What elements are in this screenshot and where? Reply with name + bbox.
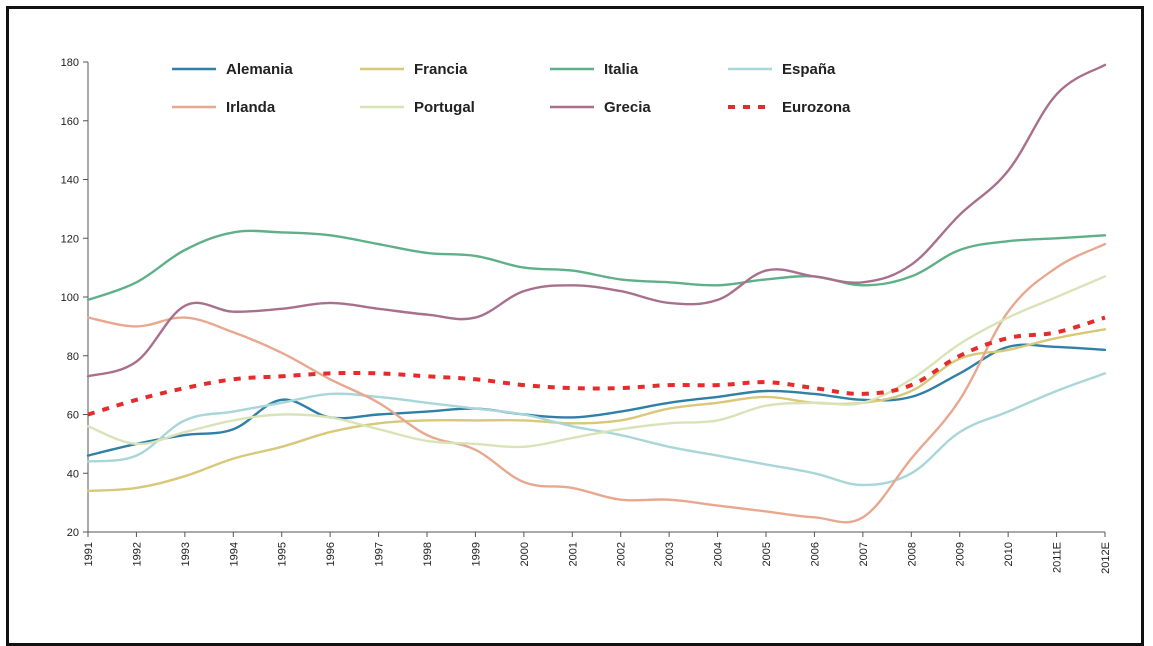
legend-label-portugal: Portugal — [414, 99, 475, 116]
series-lines — [86, 63, 1107, 524]
legend-label-irlanda: Irlanda — [226, 99, 276, 116]
y-tick-label: 180 — [61, 57, 79, 69]
series-line-italia — [86, 229, 1107, 302]
series-line-irlanda — [86, 242, 1107, 524]
chart-axes — [83, 61, 1106, 537]
series-line-portugal — [86, 275, 1107, 449]
y-tick-label: 160 — [61, 116, 79, 128]
x-tick-label: 2007 — [858, 542, 870, 566]
y-tick-label: 100 — [61, 292, 79, 304]
series-line-alemania — [86, 343, 1107, 457]
x-tick-label: 2002 — [616, 542, 628, 566]
chart-frame — [6, 6, 1144, 646]
y-tick-label: 120 — [61, 233, 79, 245]
x-tick-label: 2011E — [1052, 542, 1064, 573]
x-tick-label: 1991 — [83, 542, 95, 566]
series-line-españa — [86, 372, 1107, 487]
x-tick-label: 2009 — [955, 542, 967, 566]
line-chart: 20 40 60 80 100 120 140 160 180 1991 1992 1993 1994… — [61, 57, 1112, 574]
x-tick-label: 2012E — [1100, 542, 1112, 574]
series-line-francia — [86, 328, 1107, 493]
y-tick-label: 20 — [67, 527, 79, 539]
x-tick-label: 1995 — [277, 542, 289, 566]
legend-label-italia: Italia — [604, 61, 639, 78]
y-tick-label: 40 — [67, 468, 79, 480]
y-tick-label: 80 — [67, 351, 79, 363]
x-tick-label: 1998 — [422, 542, 434, 566]
x-tick-label: 2001 — [567, 542, 579, 566]
x-tick-label: 1997 — [374, 542, 386, 566]
x-tick-label: 2004 — [713, 542, 725, 566]
x-tick-label: 1992 — [131, 542, 143, 566]
legend-label-grecia: Grecia — [604, 99, 651, 116]
x-tick-label: 2005 — [761, 542, 773, 566]
y-tick-labels: 20 40 60 80 100 120 140 160 180 — [61, 57, 79, 539]
legend-label-eurozona: Eurozona — [782, 99, 851, 116]
x-tick-label: 1999 — [470, 542, 482, 566]
legend-label-españa: España — [782, 61, 836, 78]
x-tick-labels: 1991 1992 1993 1994 1995 1996 1997 1998 1999 2000… — [83, 542, 1112, 574]
x-tick-label: 2008 — [906, 542, 918, 566]
x-tick-label: 1994 — [228, 542, 240, 566]
x-tick-label: 1993 — [180, 542, 192, 566]
legend: Alemania Francia Italia España Irlanda Portug… — [172, 61, 851, 116]
x-tick-label: 1996 — [325, 542, 337, 566]
legend-label-francia: Francia — [414, 61, 468, 78]
x-tick-label: 2010 — [1003, 542, 1015, 566]
x-tick-label: 2000 — [519, 542, 531, 566]
legend-label-alemania: Alemania — [226, 61, 293, 78]
y-tick-label: 140 — [61, 175, 79, 187]
y-tick-label: 60 — [67, 410, 79, 422]
x-tick-label: 2003 — [664, 542, 676, 566]
series-line-eurozona — [87, 315, 1106, 417]
x-tick-label: 2006 — [809, 542, 821, 566]
series-line-grecia — [86, 63, 1107, 378]
